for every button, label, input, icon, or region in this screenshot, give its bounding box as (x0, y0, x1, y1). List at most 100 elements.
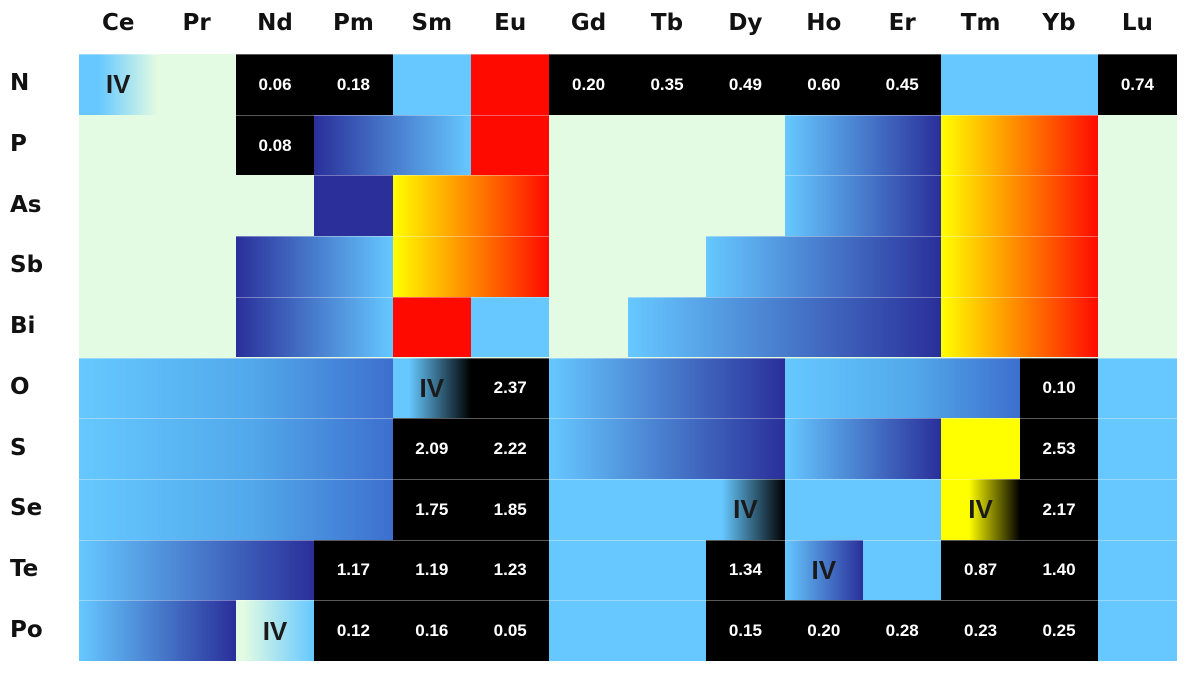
cell-se-ce (79, 478, 393, 540)
cell-se-lu (1098, 478, 1177, 540)
value-label: 0.20 (807, 621, 841, 641)
value-label: 1.40 (1042, 560, 1076, 580)
value-label: 0.35 (650, 74, 684, 94)
cell-sb-nd (235, 236, 393, 297)
cell-o-ce (79, 357, 393, 419)
cell-n-sm (392, 54, 471, 115)
cell-n-ce: IV (79, 54, 158, 115)
cell-se-eu: 1.85 (471, 478, 550, 540)
column-header-pr: Pr (182, 10, 211, 36)
cell-s-ho (784, 418, 942, 479)
valence-label: IV (419, 372, 445, 403)
value-label: 0.74 (1120, 74, 1154, 94)
cell-bi-eu (471, 296, 550, 358)
cell-n-dy: 0.49 (706, 54, 785, 115)
cell-bi-nd (235, 296, 393, 358)
cell-s-ce (79, 418, 393, 479)
cell-po-lu (1098, 600, 1177, 661)
value-label: 1.34 (728, 560, 762, 580)
valence-label: IV (105, 69, 131, 100)
cell-n-tm (941, 54, 1099, 115)
value-label: 0.49 (728, 74, 762, 94)
value-label: 0.05 (493, 621, 527, 641)
value-label: 1.75 (415, 499, 449, 519)
row-header-n: N (10, 70, 30, 97)
value-label: 2.37 (493, 378, 527, 398)
cell-s-eu: 2.22 (471, 418, 550, 479)
row-header-as: As (10, 191, 42, 218)
cell-o-eu: 2.37 (471, 357, 550, 419)
cell-se-dy: IV (706, 478, 785, 540)
value-label: 0.25 (1042, 621, 1076, 641)
cell-po-sm: 0.16 (392, 600, 471, 661)
column-header-er: Er (888, 10, 916, 36)
cell-p-ho (784, 114, 942, 176)
value-label: 2.22 (493, 439, 527, 459)
cell-bi-tb (627, 296, 942, 358)
cell-po-dy: 0.15 (706, 600, 785, 661)
cell-p-nd: 0.08 (235, 114, 315, 176)
column-header-ce: Ce (101, 10, 135, 36)
value-label: 2.17 (1042, 499, 1076, 519)
value-label: 1.85 (493, 499, 527, 519)
cell-po-tm: 0.23 (941, 600, 1020, 661)
cell-te-eu: 1.23 (471, 539, 550, 601)
cell-po-er: 0.28 (863, 600, 942, 661)
value-label: 2.53 (1042, 439, 1076, 459)
cell-p-tm (941, 114, 1099, 176)
value-label: 0.16 (415, 621, 449, 641)
cell-se-ho (784, 478, 942, 540)
cell-o-ho (784, 357, 1020, 419)
value-label: 0.23 (964, 621, 998, 641)
cell-n-gd: 0.20 (549, 54, 628, 115)
value-label: 0.20 (572, 74, 606, 94)
row-header-te: Te (10, 555, 39, 582)
row-header-p: P (10, 131, 27, 158)
cell-o-gd (549, 357, 785, 419)
column-header-pm: Pm (332, 10, 374, 36)
cell-te-pm: 1.17 (314, 539, 393, 601)
cell-te-gd (549, 539, 707, 601)
value-label: 0.12 (336, 621, 370, 641)
cell-as-ho (784, 175, 942, 237)
cell-as-sm (392, 175, 550, 237)
valence-label: IV (262, 615, 288, 646)
cell-bi-sm (392, 296, 471, 358)
cell-s-tm (941, 418, 1020, 479)
cell-as-pm (314, 175, 393, 237)
column-header-sm: Sm (411, 10, 453, 36)
row-header-bi: Bi (10, 313, 36, 340)
row-header-o: O (10, 373, 30, 400)
cell-o-sm: IV (392, 357, 471, 419)
cell-as-tm (941, 175, 1099, 237)
cell-s-lu (1098, 418, 1177, 479)
value-label: 0.60 (807, 74, 841, 94)
cell-s-gd (549, 418, 785, 479)
value-label: 0.06 (258, 74, 292, 94)
cell-n-lu: 0.74 (1098, 54, 1177, 115)
value-label: 1.19 (415, 560, 449, 580)
value-label: 0.15 (728, 621, 762, 641)
cell-po-pm: 0.12 (314, 600, 393, 661)
cell-sb-tm (941, 236, 1099, 297)
value-label: 0.45 (885, 74, 919, 94)
cell-te-er (863, 539, 942, 601)
cell-te-yb: 1.40 (1019, 539, 1099, 601)
cell-p-pm (314, 114, 471, 176)
cell-se-yb: 2.17 (1019, 478, 1099, 540)
valence-label: IV (811, 554, 837, 585)
cell-o-yb: 0.10 (1019, 357, 1099, 419)
value-label: 1.17 (336, 560, 370, 580)
column-header-tb: Tb (650, 10, 684, 36)
value-label: 0.08 (258, 135, 292, 155)
value-label: 1.23 (493, 560, 527, 580)
cell-te-tm: 0.87 (941, 539, 1020, 601)
cell-o-lu (1098, 357, 1177, 419)
column-header-nd: Nd (257, 10, 293, 36)
cell-te-lu (1098, 539, 1177, 601)
value-label: 0.28 (885, 621, 919, 641)
value-label: 0.87 (964, 560, 998, 580)
valence-label: IV (733, 494, 758, 525)
column-header-ho: Ho (806, 10, 842, 36)
